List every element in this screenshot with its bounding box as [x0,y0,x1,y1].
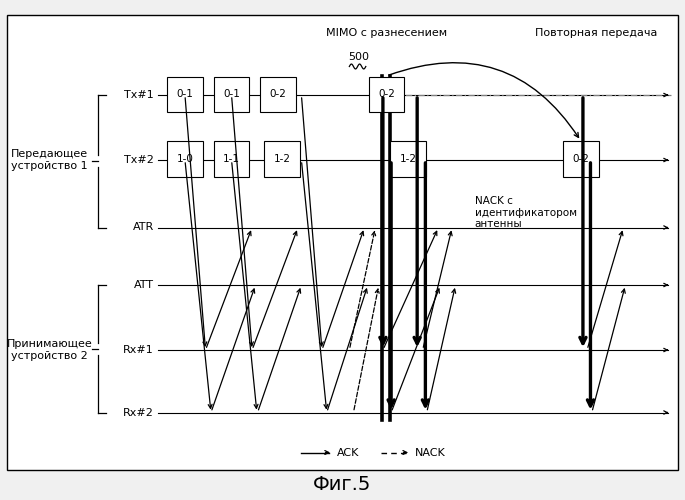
Text: 1-2: 1-2 [274,154,290,164]
Bar [390,142,426,176]
Text: 1-2: 1-2 [400,154,416,164]
Text: ATR: ATR [133,222,154,232]
Text: 1-1: 1-1 [223,154,240,164]
Text: Принимающее
устройство 2: Принимающее устройство 2 [6,339,92,361]
Text: 0-1: 0-1 [223,89,240,99]
Text: ACK: ACK [337,448,360,458]
Text: ATT: ATT [134,280,154,290]
Text: 0-2: 0-2 [573,154,589,164]
Bar [264,142,300,176]
Text: NACK: NACK [415,448,446,458]
Bar [214,76,249,112]
Text: 0-1: 0-1 [177,89,193,99]
Text: 0-2: 0-2 [270,89,286,99]
Bar [369,76,404,112]
Bar [563,142,599,176]
Text: Передающее
устройство 1: Передающее устройство 1 [11,149,88,171]
Bar [214,142,249,176]
Bar [167,76,203,112]
Text: Rx#1: Rx#1 [123,345,154,355]
Text: Tx#1: Tx#1 [125,90,154,100]
Text: Фиг.5: Фиг.5 [313,476,372,494]
Text: MIMO с разнесением: MIMO с разнесением [326,28,447,38]
Text: Rx#2: Rx#2 [123,408,154,418]
Text: Tx#2: Tx#2 [124,155,154,165]
Text: 1-0: 1-0 [177,154,193,164]
Text: 0-2: 0-2 [378,89,395,99]
Text: NACK с
идентификатором
антенны: NACK с идентификатором антенны [475,196,577,229]
Text: Повторная передача: Повторная передача [535,28,657,38]
Bar [260,76,296,112]
Text: 500: 500 [349,52,369,62]
Bar [167,142,203,176]
